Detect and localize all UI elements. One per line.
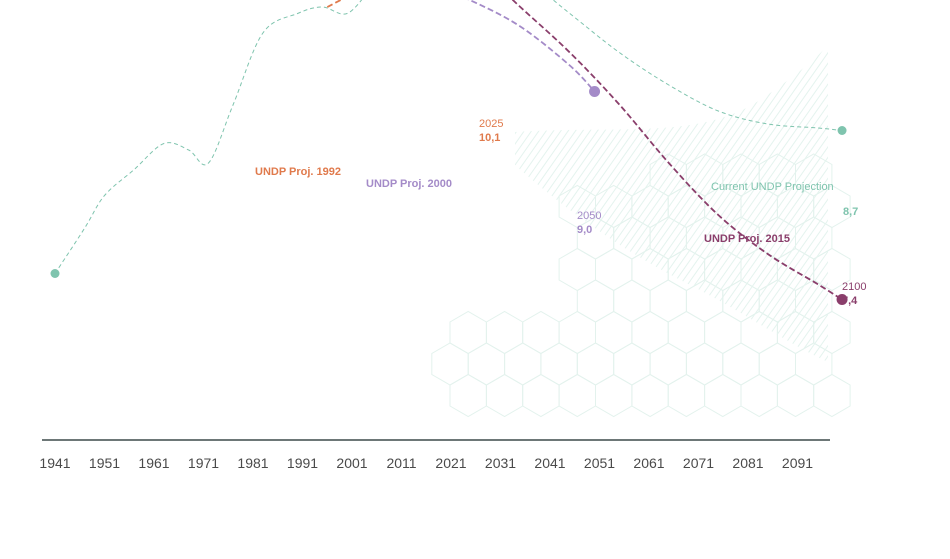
x-tick-label: 1961 xyxy=(138,455,169,471)
hexagon-cell xyxy=(576,279,615,323)
hexagon-cell xyxy=(595,373,633,418)
hexagon-cell xyxy=(558,373,596,418)
value-2050-label: 9,0 xyxy=(577,224,592,236)
hexagon-cell xyxy=(813,373,851,418)
x-tick-label: 2041 xyxy=(534,455,565,471)
hexagon-cell xyxy=(776,373,815,418)
point-historical xyxy=(50,269,60,278)
value-current-label: 8,7 xyxy=(843,206,858,218)
hexagon-cell xyxy=(522,373,560,418)
x-tick-label: 1991 xyxy=(287,455,318,471)
label-undp-proj-1992: UNDP Proj. 1992 xyxy=(255,166,341,178)
x-tick-label: 1951 xyxy=(89,455,120,471)
hexagon-cell xyxy=(504,342,542,386)
hexagon-cell xyxy=(485,373,524,418)
value-2025-label: 10,1 xyxy=(479,132,500,144)
hexagon-cell xyxy=(576,342,615,386)
hexagon-cell xyxy=(613,342,651,386)
hexagon-cell xyxy=(595,247,633,292)
hexagon-cell xyxy=(522,310,560,355)
hexagon-cell xyxy=(613,279,651,323)
x-tick-label: 2081 xyxy=(732,455,763,471)
hexagon-cell xyxy=(558,310,596,355)
projection-uncertainty-band xyxy=(515,45,828,362)
hexagon-cell xyxy=(704,373,742,418)
x-tick-label: 2031 xyxy=(485,455,516,471)
label-current-undp-projection: Current UNDP Projection xyxy=(711,181,834,193)
point-p2000 xyxy=(589,86,601,97)
line-historical xyxy=(54,0,363,274)
year-2050-label: 2050 xyxy=(577,210,601,222)
hexagon-cell xyxy=(722,342,760,386)
point-p2015 xyxy=(836,294,848,305)
series-lines xyxy=(54,0,843,301)
hexagon-cell xyxy=(631,373,669,418)
series-markers xyxy=(50,86,848,305)
x-tick-label: 2021 xyxy=(435,455,466,471)
line-p2000 xyxy=(467,0,596,93)
x-tick-label: 2011 xyxy=(386,455,416,471)
hexagon-cell xyxy=(449,373,487,418)
x-tick-label: 2001 xyxy=(336,455,367,471)
hexagon-cell xyxy=(649,279,687,323)
year-2025-label: 2025 xyxy=(479,118,503,130)
hexagon-cell xyxy=(758,342,796,386)
hexagon-cell xyxy=(740,373,778,418)
line-p1992 xyxy=(326,0,343,8)
hexagon-cell xyxy=(540,342,578,386)
x-tick-label: 1981 xyxy=(237,455,268,471)
hexagon-cell xyxy=(631,310,669,355)
hexagon-cell xyxy=(667,310,706,355)
hexagon-cell xyxy=(685,342,724,386)
x-tick-label: 1941 xyxy=(39,455,70,471)
hexagon-cell xyxy=(704,310,742,355)
label-undp-proj-2015: UNDP Proj. 2015 xyxy=(704,233,790,245)
hexagon-cell xyxy=(649,342,687,386)
year-2100-label: 2100 xyxy=(842,281,866,293)
hexagon-cell xyxy=(449,310,487,355)
x-tick-label: 2051 xyxy=(584,455,615,471)
x-tick-label: 1971 xyxy=(188,455,219,471)
point-current xyxy=(837,126,847,135)
x-tick-label: 2091 xyxy=(782,455,813,471)
hexagon-cell xyxy=(431,342,469,386)
hexagon-cell xyxy=(467,342,506,386)
x-axis-ticks: 1941 1951 1961 1971 1981 1991 2001 2011 2021 2031… xyxy=(39,455,813,471)
label-undp-proj-2000: UNDP Proj. 2000 xyxy=(366,178,452,190)
hexagon-cell xyxy=(558,247,596,292)
hexagon-cell xyxy=(595,310,633,355)
line-current xyxy=(552,0,843,131)
x-tick-label: 2071 xyxy=(683,455,714,471)
hexagon-cell xyxy=(485,310,524,355)
x-tick-label: 2061 xyxy=(633,455,664,471)
hexagon-cell xyxy=(667,373,706,418)
value-2100-label: 7,4 xyxy=(842,295,858,307)
